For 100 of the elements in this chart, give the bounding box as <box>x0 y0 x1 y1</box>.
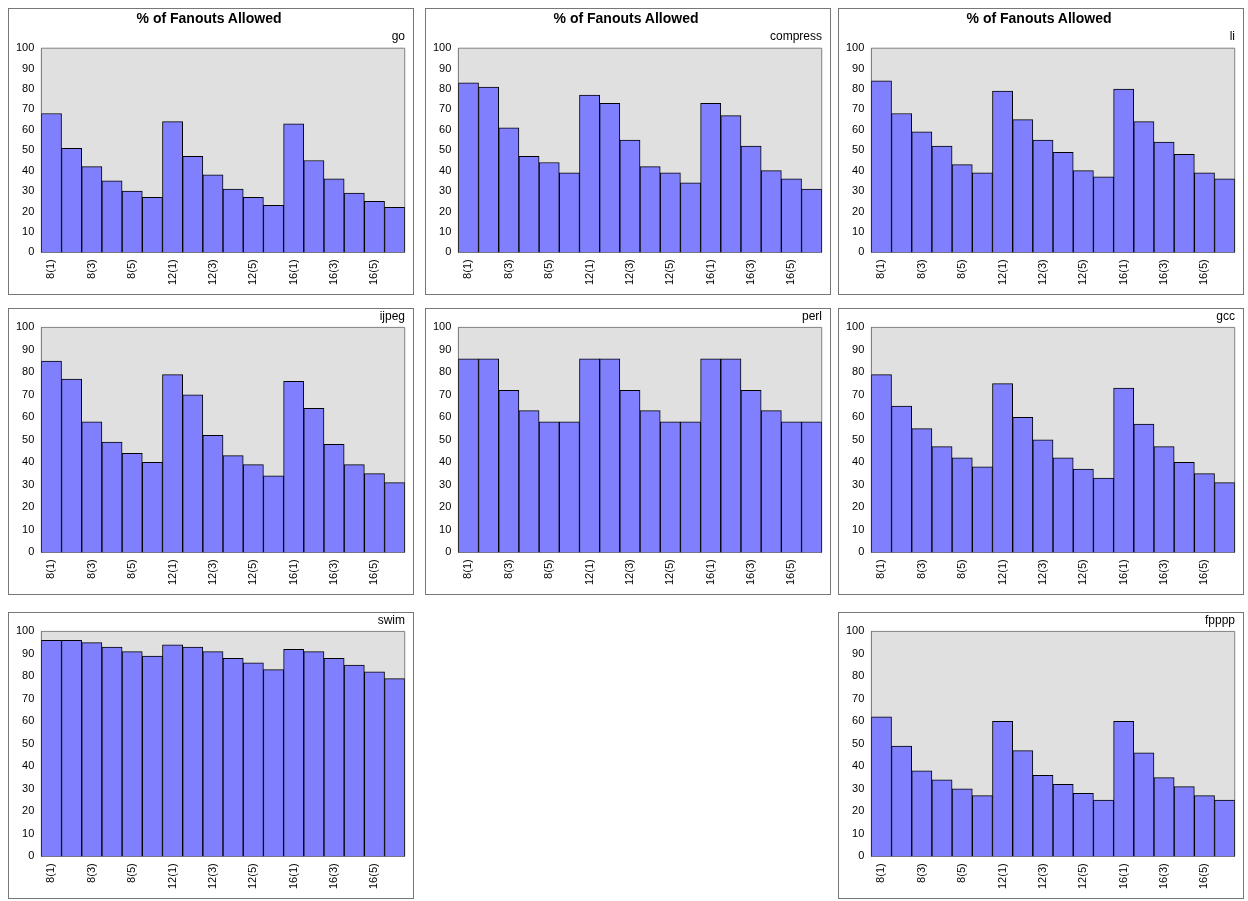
y-tick-label: 60 <box>852 410 865 423</box>
x-tick-label: 8(5) <box>955 559 968 579</box>
y-tick-label: 50 <box>22 736 35 749</box>
y-tick-label: 30 <box>852 184 865 197</box>
y-tick-label: 100 <box>845 41 865 54</box>
x-tick-label: 12(5) <box>246 863 259 890</box>
y-tick-label: 70 <box>439 102 452 115</box>
y-tick-label: 70 <box>22 387 35 400</box>
y-tick-label: 20 <box>22 804 35 817</box>
y-tick-label: 80 <box>22 365 35 378</box>
y-tick-label: 10 <box>852 224 865 237</box>
y-tick-label: 80 <box>22 669 35 682</box>
y-tick-label: 90 <box>439 61 452 74</box>
x-tick-label: 8(1) <box>44 559 57 579</box>
y-tick-label: 20 <box>22 500 35 513</box>
y-tick-label: 100 <box>845 624 865 637</box>
y-tick-label: 0 <box>858 849 865 862</box>
y-tick-label: 0 <box>858 245 865 258</box>
y-tick-label: 60 <box>22 714 35 727</box>
x-tick-label: 12(1) <box>165 259 178 286</box>
y-tick-label: 50 <box>439 432 452 445</box>
y-tick-label: 30 <box>439 477 452 490</box>
y-tick-label: 0 <box>445 245 452 258</box>
x-tick-label: 12(5) <box>246 559 259 586</box>
x-tick-label: 12(3) <box>1035 559 1048 586</box>
y-tick-label: 90 <box>22 342 35 355</box>
chart-subtitle: li <box>1229 29 1235 44</box>
x-tick-label: 8(1) <box>44 259 57 279</box>
x-tick-label: 8(1) <box>874 863 887 883</box>
x-tick-label: 12(1) <box>582 259 595 286</box>
y-tick-label: 0 <box>28 545 35 558</box>
x-tick-label: 16(3) <box>327 863 340 890</box>
y-tick-label: 40 <box>22 759 35 772</box>
chart-subtitle: ijpeg <box>379 308 405 323</box>
x-tick-label: 16(5) <box>367 559 380 586</box>
x-tick-label: 12(3) <box>205 559 218 586</box>
x-tick-label: 8(1) <box>44 863 57 883</box>
x-tick-label: 12(1) <box>165 559 178 586</box>
x-tick-label: 12(1) <box>165 863 178 890</box>
x-tick-label: 16(1) <box>703 559 716 586</box>
y-tick-label: 90 <box>22 61 35 74</box>
x-tick-label: 16(5) <box>784 259 797 286</box>
y-tick-label: 10 <box>22 826 35 839</box>
x-tick-label: 8(3) <box>914 863 927 883</box>
y-tick-label: 100 <box>432 320 452 333</box>
x-tick-label: 8(1) <box>874 559 887 579</box>
x-tick-label: 16(1) <box>1116 559 1129 586</box>
x-tick-label: 8(5) <box>955 863 968 883</box>
y-tick-label: 80 <box>439 365 452 378</box>
chart-subtitle: perl <box>801 308 822 323</box>
y-tick-label: 10 <box>439 224 452 237</box>
x-tick-label: 16(5) <box>367 259 380 286</box>
y-tick-label: 40 <box>439 455 452 468</box>
y-tick-label: 60 <box>22 122 35 135</box>
x-tick-label: 8(3) <box>84 863 97 883</box>
x-tick-label: 12(1) <box>995 559 1008 586</box>
y-tick-label: 50 <box>439 143 452 156</box>
x-tick-label: 16(3) <box>327 559 340 586</box>
x-tick-label: 16(3) <box>1157 259 1170 286</box>
y-tick-label: 30 <box>852 477 865 490</box>
y-tick-label: 60 <box>852 714 865 727</box>
y-tick-label: 0 <box>445 545 452 558</box>
y-tick-label: 100 <box>15 624 35 637</box>
x-tick-label: 12(3) <box>205 863 218 890</box>
y-tick-label: 90 <box>439 342 452 355</box>
x-tick-label: 12(1) <box>995 259 1008 286</box>
x-tick-label: 8(3) <box>501 259 514 279</box>
y-tick-label: 30 <box>852 781 865 794</box>
y-tick-label: 30 <box>22 477 35 490</box>
chart-subtitle: go <box>391 29 406 44</box>
x-tick-label: 12(5) <box>1076 863 1089 890</box>
x-tick-label: 16(1) <box>286 559 299 586</box>
x-tick-label: 8(3) <box>84 559 97 579</box>
x-tick-label: 16(1) <box>1116 863 1129 890</box>
y-tick-label: 10 <box>22 224 35 237</box>
y-tick-label: 20 <box>852 500 865 513</box>
y-tick-label: 10 <box>439 522 452 535</box>
y-tick-label: 90 <box>852 342 865 355</box>
x-tick-label: 16(1) <box>286 863 299 890</box>
x-tick-label: 16(3) <box>1157 863 1170 890</box>
y-tick-label: 40 <box>439 163 452 176</box>
x-tick-label: 12(3) <box>1035 863 1048 890</box>
y-tick-label: 70 <box>22 102 35 115</box>
y-tick-label: 100 <box>845 320 865 333</box>
y-tick-label: 80 <box>852 365 865 378</box>
x-tick-label: 12(1) <box>995 863 1008 890</box>
y-tick-label: 70 <box>439 387 452 400</box>
y-tick-label: 20 <box>22 204 35 217</box>
y-tick-label: 40 <box>852 455 865 468</box>
x-tick-label: 8(5) <box>542 559 555 579</box>
y-tick-label: 50 <box>852 143 865 156</box>
x-tick-label: 16(5) <box>784 559 797 586</box>
chart-subtitle: compress <box>769 29 822 44</box>
x-tick-label: 8(3) <box>84 259 97 279</box>
x-tick-label: 8(5) <box>125 863 138 883</box>
x-tick-label: 12(3) <box>622 259 635 286</box>
y-tick-label: 50 <box>22 143 35 156</box>
x-tick-label: 16(3) <box>327 259 340 286</box>
x-tick-label: 8(3) <box>914 259 927 279</box>
x-tick-label: 8(5) <box>542 259 555 279</box>
